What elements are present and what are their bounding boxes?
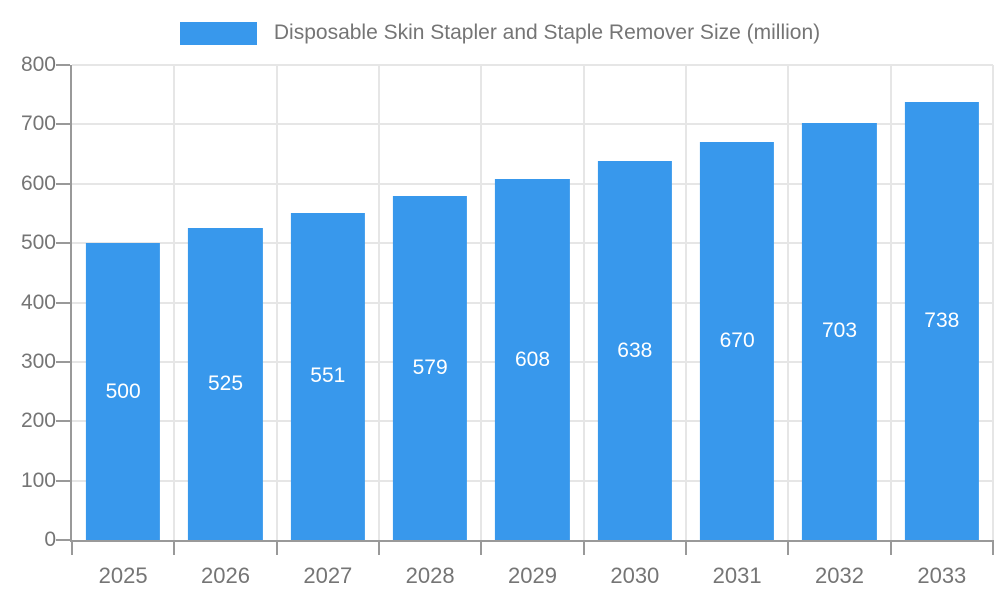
bar-value-label: 638 (617, 338, 653, 362)
v-gridline (992, 65, 994, 540)
bar-value-label: 500 (105, 379, 141, 403)
bar-value-label: 579 (412, 356, 448, 380)
x-tick-label: 2032 (815, 563, 864, 588)
legend-swatch (179, 21, 257, 45)
x-tick-label: 2029 (508, 563, 557, 588)
y-axis-tick (56, 64, 70, 66)
y-axis-line (70, 65, 72, 540)
bar-cell: 551 (277, 65, 379, 540)
legend-item[interactable]: Disposable Skin Stapler and Staple Remov… (179, 21, 821, 45)
legend: Disposable Skin Stapler and Staple Remov… (0, 21, 1000, 45)
bar-value-label: 525 (207, 372, 244, 396)
bar: 703 (802, 122, 877, 540)
legend-label: Disposable Skin Stapler and Staple Remov… (273, 21, 821, 44)
x-axis-tick (684, 540, 687, 555)
y-axis-labels: 0 100 200 300 400 500 600 700 800 (0, 53, 56, 551)
x-tick-label: 2030 (610, 563, 660, 588)
bar-cell: 703 (788, 65, 890, 540)
y-tick-label: 0 (44, 528, 56, 551)
bar-value-label: 551 (310, 364, 346, 388)
y-tick-label: 800 (20, 53, 56, 76)
bar: 638 (597, 161, 672, 540)
x-axis-tick (889, 540, 892, 555)
bar-value-label: 608 (514, 347, 551, 371)
y-tick-label: 700 (20, 112, 56, 136)
y-axis-tick (56, 182, 70, 185)
y-tick-label: 400 (20, 290, 56, 314)
x-tick-label: 2028 (405, 563, 455, 588)
x-axis-tick (71, 540, 73, 555)
y-axis-tick (56, 123, 70, 126)
bar-cell: 525 (174, 65, 276, 540)
v-gridline (173, 65, 176, 540)
bar-cell: 500 (72, 65, 174, 540)
x-axis-tick (992, 540, 994, 555)
x-axis-tick (787, 540, 790, 555)
x-axis-labels: 2025 2026 2027 2028 2029 2030 2031 2032 2033 (72, 560, 993, 592)
x-tick-label: 2033 (917, 563, 967, 588)
y-tick-label: 100 (20, 468, 56, 492)
x-axis-tick (275, 540, 278, 555)
y-axis-tick (56, 420, 70, 423)
x-axis-tick (377, 540, 380, 555)
v-gridline (480, 65, 483, 540)
x-axis-tick (173, 540, 176, 555)
y-axis-tick (56, 479, 70, 482)
bar-cell: 738 (891, 65, 993, 540)
bar: 500 (86, 243, 161, 540)
v-gridline (377, 65, 380, 540)
y-axis-tick (56, 539, 70, 541)
bar-value-label: 703 (821, 319, 858, 343)
h-gridline (72, 64, 993, 66)
bar-value-label: 738 (924, 308, 960, 332)
bar-cell: 579 (379, 65, 481, 540)
y-tick-label: 200 (20, 409, 56, 433)
x-tick-label: 2027 (303, 563, 353, 588)
bar: 579 (393, 196, 468, 540)
v-gridline (684, 65, 687, 540)
v-gridline (275, 65, 278, 540)
bar-cell: 608 (481, 65, 583, 540)
x-tick-label: 2031 (712, 563, 762, 588)
plot-area: 500 525 551 579 608 638 670 703 738 (56, 64, 994, 555)
bar-cell: 638 (584, 65, 686, 540)
bar: 551 (290, 212, 365, 540)
x-axis-line (70, 540, 993, 542)
v-gridline (889, 65, 892, 540)
bar-value-label: 670 (719, 329, 755, 353)
x-tick-label: 2025 (98, 563, 148, 588)
bar-cell: 670 (686, 65, 788, 540)
y-tick-label: 500 (20, 231, 56, 255)
v-gridline (582, 65, 585, 540)
y-axis-tick (56, 242, 70, 245)
bar: 738 (904, 101, 979, 540)
bar: 525 (188, 228, 263, 540)
y-tick-label: 300 (20, 349, 56, 373)
y-tick-label: 600 (20, 171, 56, 195)
x-axis-tick (480, 540, 483, 555)
x-tick-label: 2026 (201, 563, 250, 588)
bar: 608 (495, 179, 570, 540)
h-gridline (72, 123, 993, 126)
y-axis-tick (56, 301, 70, 304)
y-axis-tick (56, 360, 70, 363)
v-gridline (787, 65, 790, 540)
x-axis-tick (582, 540, 585, 555)
bar: 670 (700, 142, 775, 540)
